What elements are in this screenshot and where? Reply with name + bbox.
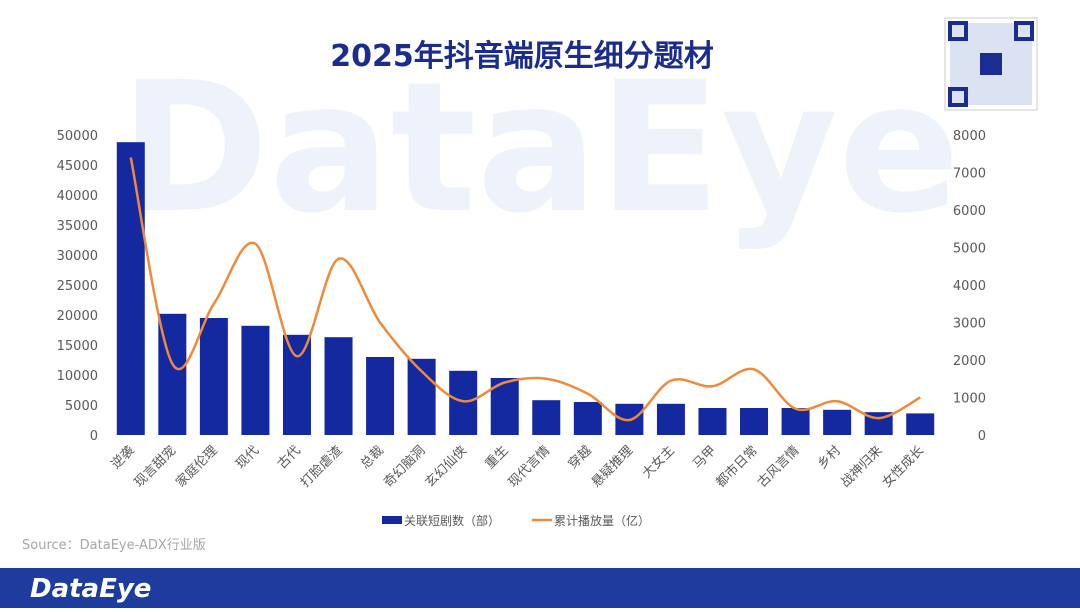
bar xyxy=(573,402,602,435)
y-tick-label: 0 xyxy=(90,429,98,444)
bar xyxy=(781,408,810,435)
bar xyxy=(116,142,145,435)
y2-tick-label: 5000 xyxy=(953,242,986,257)
x-tick-label: 现言甜宠 xyxy=(131,443,179,491)
bar xyxy=(282,334,311,435)
legend-swatch xyxy=(382,516,402,524)
x-tick-label: 穿越 xyxy=(565,443,595,473)
y2-tick-label: 6000 xyxy=(953,204,986,219)
y-tick-label: 20000 xyxy=(57,309,98,324)
y2-tick-label: 4000 xyxy=(953,279,986,294)
bar xyxy=(324,337,353,435)
bar xyxy=(823,409,852,435)
y-tick-label: 25000 xyxy=(57,279,98,294)
y-tick-label: 30000 xyxy=(57,249,98,264)
y-tick-label: 5000 xyxy=(65,399,98,414)
x-tick-label: 古代 xyxy=(275,443,304,472)
source: Source：DataEye-ADX行业版 xyxy=(22,538,206,553)
x-tick-label: 现代言情 xyxy=(506,443,553,490)
y-tick-label: 35000 xyxy=(57,219,98,234)
bar xyxy=(199,318,228,435)
bar xyxy=(241,325,270,435)
y2-tick-label: 1000 xyxy=(953,392,986,407)
x-tick-label: 玄幻仙侠 xyxy=(423,443,470,490)
footer-bar xyxy=(0,568,1080,608)
bar xyxy=(698,408,727,435)
y-tick-label: 50000 xyxy=(57,129,98,144)
y2-tick-label: 7000 xyxy=(953,167,986,182)
x-tick-label: 逆袭 xyxy=(108,443,138,473)
x-tick-label: 战神归来 xyxy=(838,443,885,490)
y2-tick-label: 0 xyxy=(978,429,986,444)
x-tick-label: 悬疑推理 xyxy=(588,443,636,491)
watermark: DataEye xyxy=(120,44,961,253)
y2-tick-label: 8000 xyxy=(953,129,986,144)
chart-title: 2025年抖音端原生细分题材 xyxy=(330,39,714,74)
footer-logo: DataEye xyxy=(30,574,151,604)
x-tick-label: 马甲 xyxy=(690,443,719,472)
y-tick-label: 15000 xyxy=(57,339,98,354)
y-tick-label: 10000 xyxy=(57,369,98,384)
line xyxy=(129,157,921,422)
qr-code xyxy=(944,17,1038,111)
y-tick-label: 45000 xyxy=(57,159,98,174)
bar xyxy=(656,403,685,435)
x-tick-label: 大女主 xyxy=(639,443,678,482)
x-tick-label: 现代 xyxy=(233,443,262,472)
bar xyxy=(740,408,769,435)
x-tick-label: 重生 xyxy=(482,443,512,473)
bar xyxy=(906,413,935,435)
y2-tick-label: 3000 xyxy=(953,317,986,332)
x-tick-label: 都市日常 xyxy=(713,443,761,491)
y2-tick-label: 2000 xyxy=(953,354,986,369)
x-tick-label: 古风言情 xyxy=(755,443,802,490)
bar xyxy=(366,357,395,435)
bar xyxy=(449,370,478,435)
y-tick-label: 40000 xyxy=(57,189,98,204)
x-tick-label: 乡村 xyxy=(815,443,844,472)
x-tick-label: 家庭伦理 xyxy=(173,443,221,491)
bar xyxy=(532,400,561,435)
legend-label: 累计播放量（亿） xyxy=(554,513,650,528)
x-tick-label: 女性成长 xyxy=(879,443,927,491)
x-tick-label: 总裁 xyxy=(357,443,387,473)
legend-label: 关联短剧数（部） xyxy=(404,513,500,528)
x-tick-label: 打脸虐渣 xyxy=(297,443,345,491)
x-tick-label: 奇幻脑洞 xyxy=(380,443,428,491)
